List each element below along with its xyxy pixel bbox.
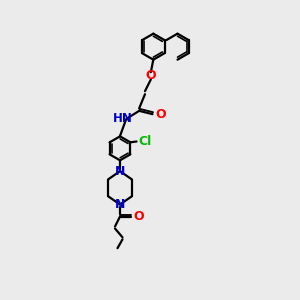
Text: N: N (115, 198, 125, 211)
Text: O: O (146, 69, 156, 82)
Text: O: O (155, 108, 166, 121)
Text: Cl: Cl (139, 135, 152, 148)
Text: O: O (133, 210, 144, 223)
Text: HN: HN (112, 112, 132, 125)
Text: N: N (115, 165, 125, 178)
